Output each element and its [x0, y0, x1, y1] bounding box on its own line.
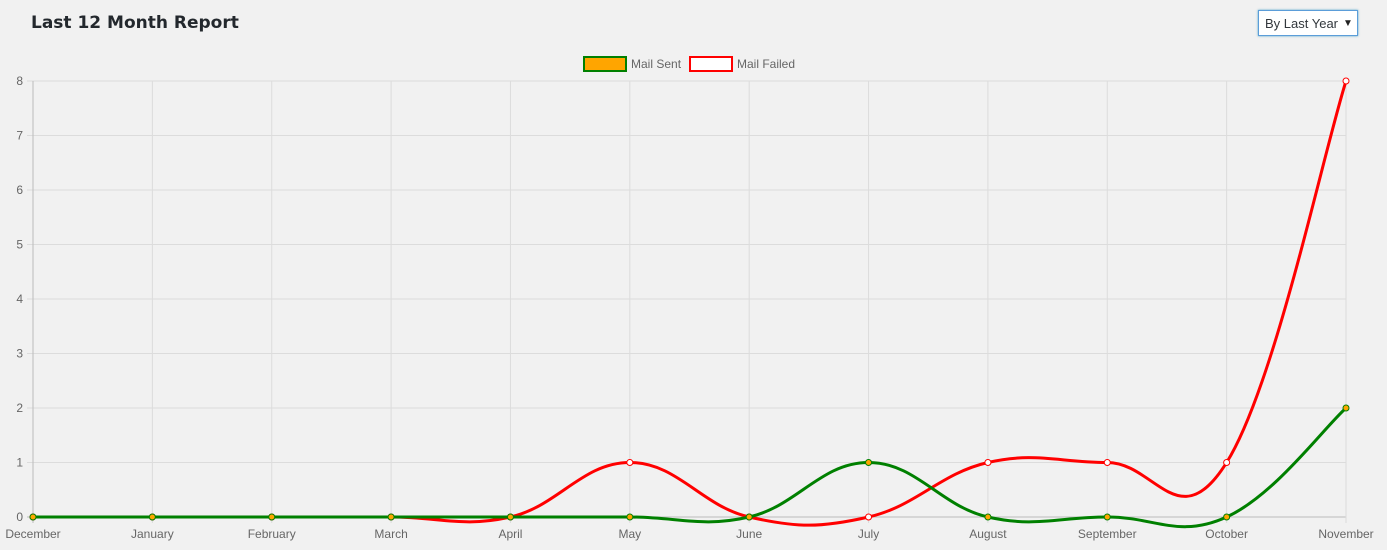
x-tick-label: June [736, 527, 762, 541]
data-point-mail-sent[interactable] [1223, 513, 1231, 521]
data-point-mail-sent[interactable] [865, 459, 873, 466]
data-point-mail-failed[interactable] [1103, 459, 1111, 466]
x-tick-label: January [131, 527, 174, 541]
data-point-mail-sent[interactable] [626, 513, 634, 521]
data-point-mail-sent[interactable] [268, 513, 276, 521]
triangle-down-icon: ▼ [1343, 17, 1353, 29]
y-tick-label: 8 [16, 74, 23, 88]
legend-swatch-mail-sent[interactable] [583, 56, 627, 72]
data-point-mail-sent[interactable] [1342, 404, 1350, 412]
x-tick-label: September [1078, 527, 1137, 541]
x-tick-label: March [374, 527, 407, 541]
legend-label-mail-sent[interactable]: Mail Sent [631, 57, 682, 71]
period-select-value: By Last Year [1265, 15, 1338, 31]
data-point-mail-failed[interactable] [984, 459, 992, 466]
x-tick-label: April [498, 527, 522, 541]
x-tick-label: July [858, 527, 879, 541]
y-tick-label: 7 [16, 129, 23, 143]
data-point-mail-sent[interactable] [29, 513, 37, 521]
data-point-mail-sent[interactable] [1103, 513, 1111, 521]
data-point-mail-sent[interactable] [984, 513, 992, 521]
legend-swatch-mail-failed[interactable] [689, 56, 733, 72]
chart-axes: 0 1 2 3 4 5 6 7 8 December January February March Apr… [5, 74, 1373, 541]
y-tick-label: 2 [16, 401, 23, 415]
data-point-mail-failed[interactable] [1223, 459, 1231, 466]
chart-series [29, 77, 1350, 529]
series-line-mail-failed [33, 80, 1348, 527]
y-tick-label: 1 [16, 456, 23, 470]
data-point-mail-failed[interactable] [626, 459, 634, 466]
y-tick-label: 3 [16, 347, 23, 361]
x-tick-label: February [248, 527, 296, 541]
legend-label-mail-failed[interactable]: Mail Failed [737, 57, 795, 71]
y-tick-label: 5 [16, 238, 23, 252]
x-tick-label: August [969, 527, 1007, 541]
data-point-mail-failed[interactable] [1342, 77, 1350, 85]
period-select[interactable]: By Last Year ▼ [1258, 10, 1358, 36]
y-tick-label: 4 [16, 292, 23, 306]
chart-grid [27, 80, 1347, 523]
data-point-mail-sent[interactable] [148, 513, 156, 521]
data-point-mail-sent[interactable] [745, 513, 753, 521]
x-tick-label: October [1205, 527, 1248, 541]
data-point-mail-failed[interactable] [865, 513, 873, 521]
x-tick-label: May [618, 527, 641, 541]
data-point-mail-sent[interactable] [387, 513, 395, 521]
x-tick-label: December [5, 527, 60, 541]
page-title: Last 12 Month Report [31, 13, 239, 33]
series-line-mail-sent [33, 406, 1348, 529]
y-tick-label: 0 [16, 510, 23, 524]
y-tick-label: 6 [16, 183, 23, 197]
x-tick-label: November [1318, 527, 1373, 541]
chart-legend: Mail Sent Mail Failed [583, 56, 795, 72]
data-point-mail-sent[interactable] [506, 513, 514, 521]
